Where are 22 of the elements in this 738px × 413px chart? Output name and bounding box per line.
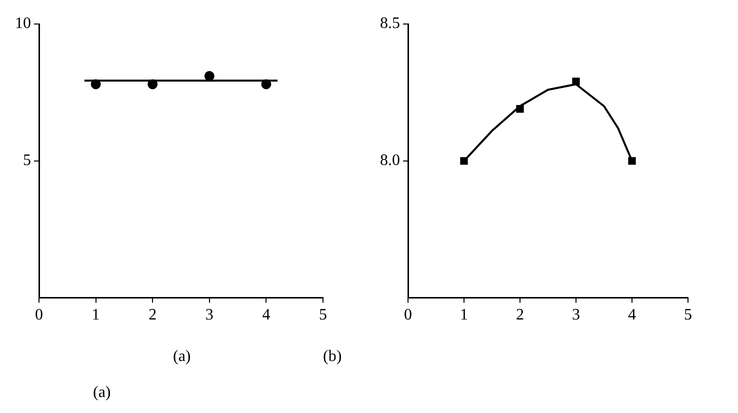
point <box>516 105 524 113</box>
text: (a) <box>173 348 191 366</box>
y-tick-label: 8.0 <box>380 152 400 170</box>
text: (b) <box>323 348 342 366</box>
text: (a) <box>93 384 111 402</box>
x-tick-label: 2 <box>516 306 524 324</box>
x-tick-label: 0 <box>35 306 43 324</box>
x-tick-label: 1 <box>460 306 468 324</box>
y-tick-label: 8.5 <box>380 15 400 32</box>
point <box>572 78 580 86</box>
x-tick-label: 5 <box>319 306 327 324</box>
y-tick-label: 10 <box>15 15 31 32</box>
x-tick-label: 5 <box>684 306 692 324</box>
x-tick-label: 4 <box>262 306 270 324</box>
x-tick-label: 3 <box>572 306 580 324</box>
x-tick-label: 4 <box>628 306 636 324</box>
point <box>460 157 468 165</box>
point <box>628 157 636 165</box>
x-tick-label: 0 <box>404 306 412 324</box>
x-tick-label: 1 <box>92 306 100 324</box>
x-tick-label: 3 <box>205 306 214 324</box>
x-tick-label: 2 <box>148 306 157 324</box>
